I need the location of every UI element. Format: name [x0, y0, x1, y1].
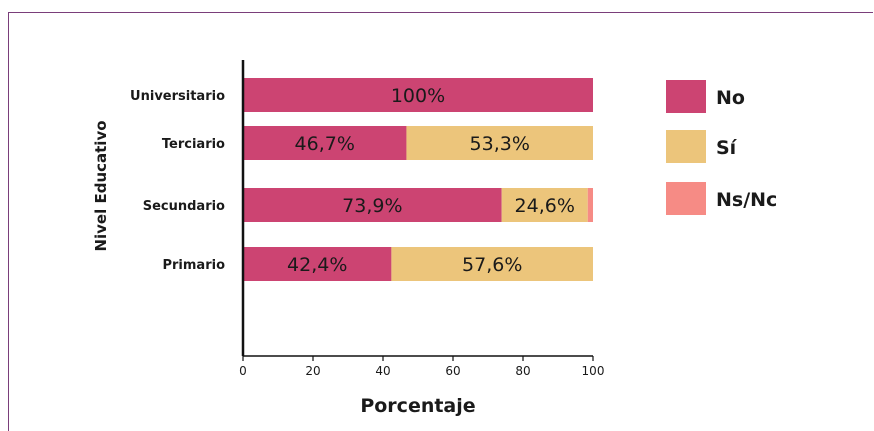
bar-value-label: 57,6%	[462, 254, 522, 276]
chart-frame	[8, 12, 873, 431]
bar-no-universitario	[243, 78, 593, 112]
bar-s--terciario	[406, 126, 593, 160]
x-tick-label: 20	[305, 364, 320, 378]
bar-value-label: 100%	[391, 85, 445, 107]
category-label-primario: Primario	[162, 258, 225, 273]
bar-value-label: 46,7%	[295, 133, 355, 155]
category-label-terciario: Terciario	[162, 137, 225, 152]
bar-s--secundario	[501, 188, 588, 222]
bar-no-terciario	[243, 126, 407, 160]
legend-label-s-: Sí	[716, 137, 738, 159]
legend-label-no: No	[716, 87, 745, 109]
x-tick-label: 0	[239, 364, 247, 378]
bar-value-label: 53,3%	[470, 133, 530, 155]
bar-ns-nc-secundario	[587, 188, 593, 222]
bar-no-primario	[243, 247, 392, 281]
bar-value-label: 73,9%	[342, 195, 402, 217]
legend-swatch-ns-nc	[666, 182, 706, 215]
category-label-secundario: Secundario	[143, 199, 225, 214]
x-tick-label: 100	[582, 364, 605, 378]
x-tick-label: 80	[515, 364, 530, 378]
y-axis-title: Nivel Educativo	[92, 120, 110, 251]
x-tick-label: 60	[445, 364, 460, 378]
bar-value-label: 24,6%	[515, 195, 575, 217]
category-label-universitario: Universitario	[130, 89, 225, 104]
x-axis-title: Porcentaje	[360, 395, 475, 417]
x-tick-label: 40	[375, 364, 390, 378]
legend-swatch-no	[666, 80, 706, 113]
legend-label-ns-nc: Ns/Nc	[716, 189, 777, 211]
bar-s--primario	[391, 247, 593, 281]
bar-value-label: 42,4%	[287, 254, 347, 276]
bar-no-secundario	[243, 188, 502, 222]
legend-swatch-s-	[666, 130, 706, 163]
